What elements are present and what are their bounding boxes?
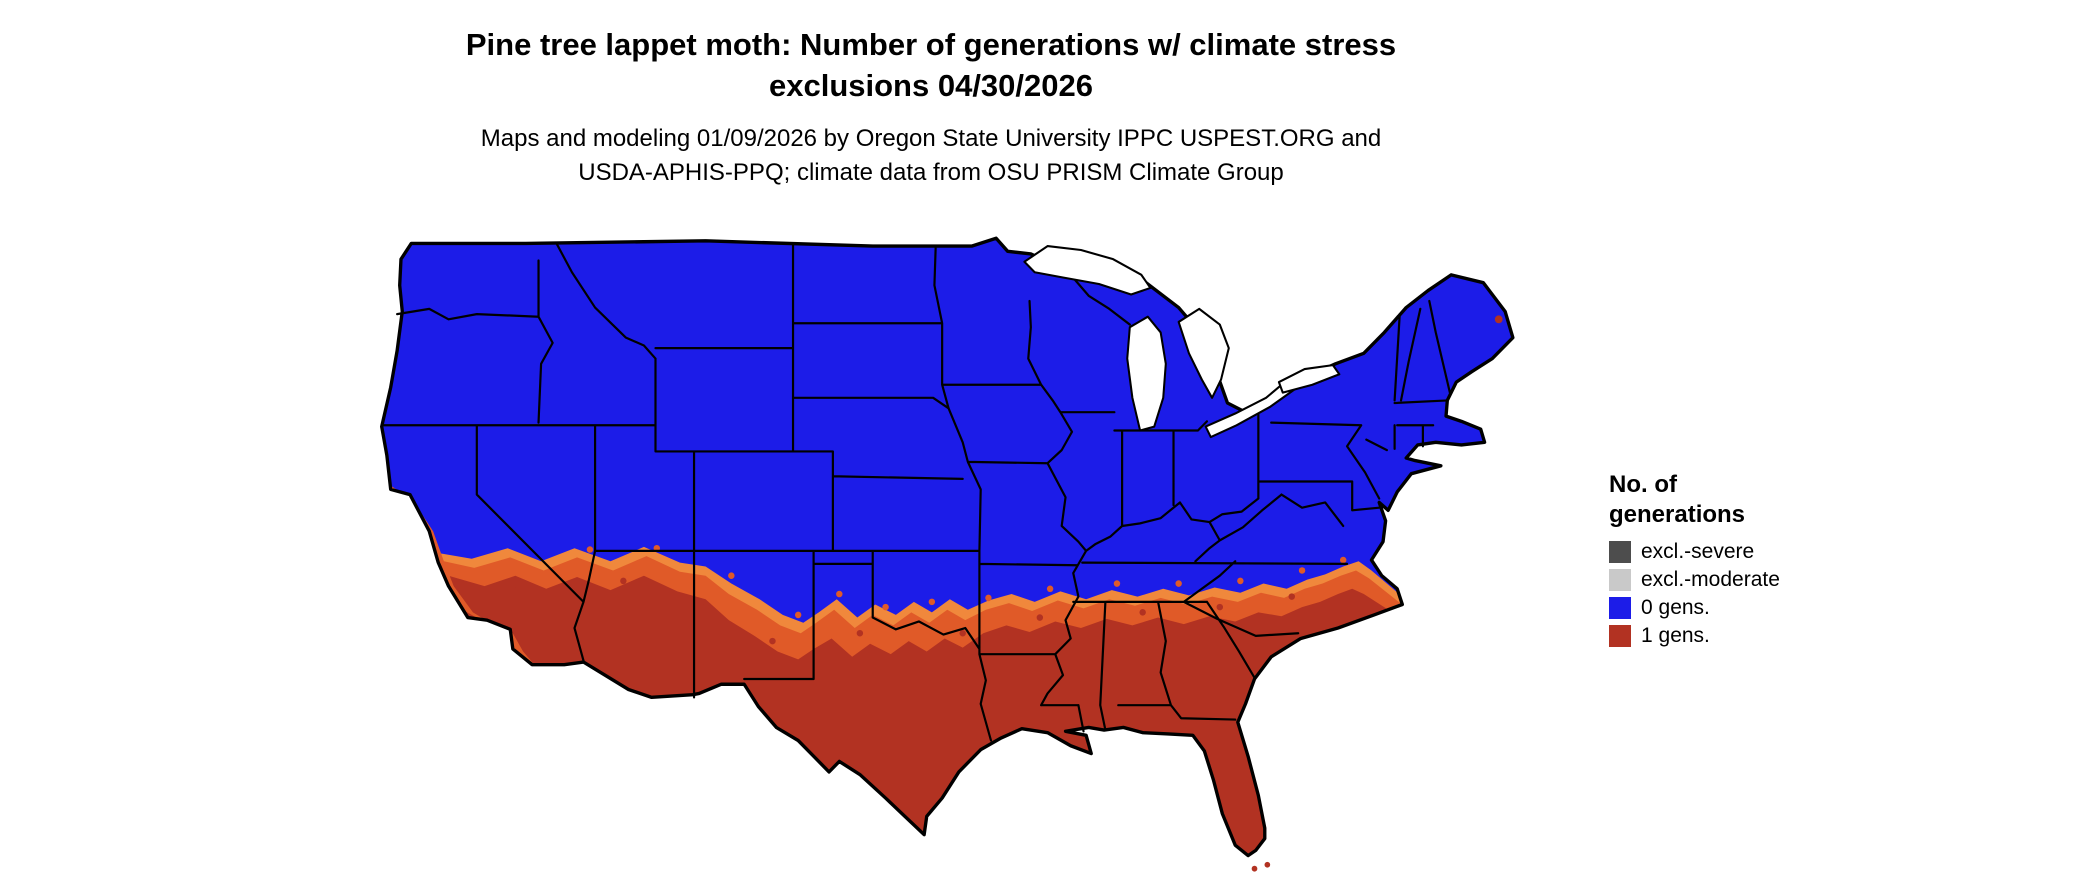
legend-item: excl.-moderate: [1609, 568, 1869, 592]
legend-item: 0 gens.: [1609, 596, 1869, 620]
legend-items: excl.-severe excl.-moderate 0 gens. 1 gens.: [1609, 540, 1869, 648]
legend-item-label: 0 gens.: [1641, 596, 1710, 619]
legend-item: excl.-severe: [1609, 540, 1869, 564]
us-country-outline: [380, 236, 1515, 858]
us-choropleth-map: [320, 233, 1554, 887]
legend-item-label: excl.-severe: [1641, 540, 1755, 563]
map-legend: No. of generations excl.-severe excl.-mod…: [1609, 470, 1869, 652]
lake-huron: [1177, 307, 1230, 399]
legend-swatch: [1609, 541, 1631, 563]
page-subtitle-line2: USDA-APHIS-PPQ; climate data from OSU PR…: [578, 159, 1284, 186]
page-title: Pine tree lappet moth: Number of generat…: [0, 24, 1862, 106]
page-subtitle-line1: Maps and modeling 01/09/2026 by Oregon S…: [480, 125, 1382, 152]
lake-michigan: [1126, 315, 1167, 432]
great-lakes: [1023, 245, 1341, 439]
legend-title: No. of generations: [1609, 470, 1869, 530]
lake-ontario: [1277, 364, 1341, 394]
legend-title-line2: generations: [1609, 501, 1746, 528]
boundary-speckles-orange: [586, 544, 1347, 619]
legend-swatch: [1609, 569, 1631, 591]
boundary-speckles-red: [509, 315, 1503, 645]
page-subtitle: Maps and modeling 01/09/2026 by Oregon S…: [0, 122, 1862, 190]
legend-swatch: [1609, 597, 1631, 619]
state-borders: [380, 242, 1451, 742]
legend-swatch: [1609, 625, 1631, 647]
lake-superior: [1023, 245, 1152, 296]
us-map-svg: [380, 236, 1515, 872]
page-title-line1: Pine tree lappet moth: Number of generat…: [465, 27, 1397, 62]
legend-item: 1 gens.: [1609, 624, 1869, 648]
legend-title-line1: No. of: [1609, 471, 1677, 498]
legend-item-label: excl.-moderate: [1641, 568, 1780, 591]
florida-keys-dots: [1251, 861, 1271, 872]
page-title-line2: exclusions 04/30/2026: [768, 68, 1093, 103]
legend-item-label: 1 gens.: [1641, 624, 1710, 647]
